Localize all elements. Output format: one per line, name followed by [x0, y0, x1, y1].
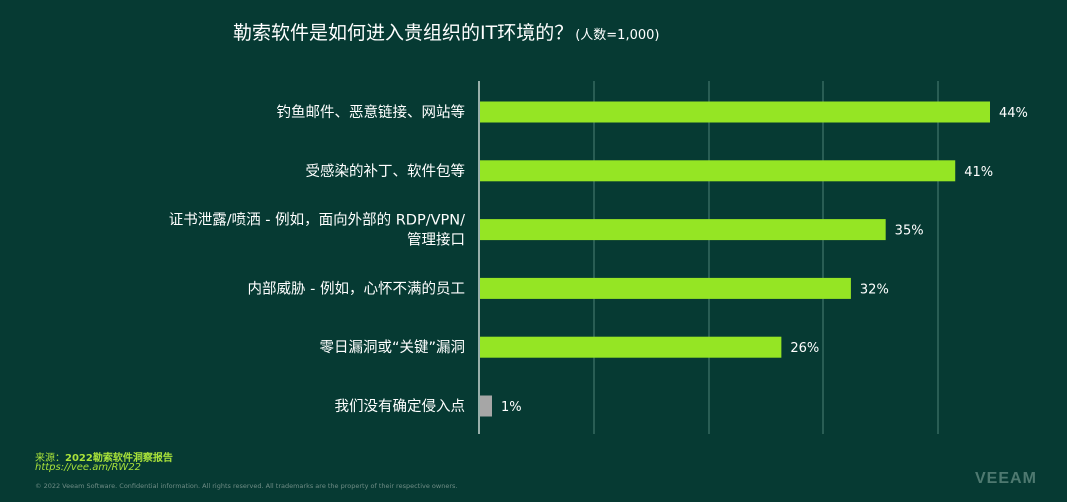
category-label: 受感染的补丁、软件包等: [306, 162, 466, 180]
value-label: 35%: [895, 224, 924, 239]
value-label: 41%: [964, 165, 993, 180]
chart-title: 勒索软件是如何进入贵组织的IT环境的？ (人数=1,000): [233, 18, 659, 45]
copyright-footer: © 2022 Veeam Software. Confidential info…: [35, 482, 458, 490]
source-name: 2022勒索软件洞察报告: [65, 453, 173, 464]
bar: [480, 219, 886, 241]
value-label: 44%: [999, 106, 1028, 121]
value-label: 26%: [790, 341, 819, 356]
source-link[interactable]: https://vee.am/RW22: [35, 462, 142, 473]
source-note: 来源：2022勒索软件洞察报告: [35, 449, 173, 464]
category-label: 我们没有确定侵入点: [335, 398, 466, 415]
chart-title-main: 勒索软件是如何进入贵组织的IT环境的？: [233, 22, 574, 44]
value-label: 32%: [860, 282, 889, 297]
bar: [480, 160, 956, 182]
bar: [480, 277, 851, 299]
veeam-logo: VEEAM: [975, 470, 1037, 487]
value-label: 1%: [501, 400, 522, 415]
source-prefix: 来源：: [35, 453, 65, 464]
category-label: 零日漏洞或“关键”漏洞: [319, 339, 465, 356]
chart-title-sub: (人数=1,000): [575, 28, 660, 43]
bar: [480, 395, 492, 417]
category-label: 证书泄露/喷洒 - 例如，面向外部的 RDP/VPN/: [169, 212, 465, 229]
category-label: 内部威胁 - 例如，心怀不满的员工: [248, 280, 465, 297]
bar: [480, 336, 782, 358]
category-label: 管理接口: [407, 232, 465, 249]
bar: [480, 101, 990, 123]
category-label: 钓鱼邮件、恶意链接、网站等: [277, 103, 466, 121]
